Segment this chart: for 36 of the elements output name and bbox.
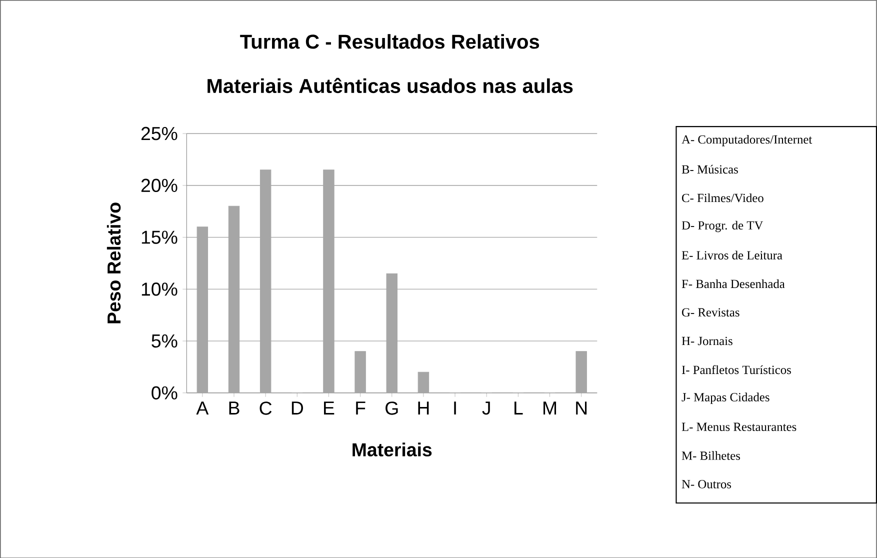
text: N- Outros — [682, 480, 732, 488]
text: M- Bilhetes — [682, 450, 740, 460]
y-tick-label: 15% — [142, 230, 178, 244]
x-tick-label: L — [514, 401, 523, 414]
text: I- Panfletos Turísticos — [682, 364, 791, 374]
x-tick-label: C — [260, 401, 272, 415]
x-tick-label: M — [544, 401, 556, 414]
x-tick-label: I — [454, 401, 456, 414]
y-tick-label: 10% — [142, 282, 178, 296]
y-tick-label: 0% — [152, 386, 178, 400]
x-tick-label: D — [292, 401, 304, 414]
x-tick-label: F — [356, 401, 366, 414]
chart-title: Turma C - Resultados Relativos — [240, 34, 540, 49]
text: G- Revistas — [682, 308, 740, 316]
text: J- Mapas Cidades — [682, 392, 770, 404]
x-tick-label: H — [418, 401, 429, 414]
chart-subtitle: Materiais Autênticas usados nas aulas — [208, 78, 573, 93]
text: A- Computadores/Internet — [682, 134, 812, 146]
text: D- Progr. de TV — [682, 220, 764, 232]
x-tick-label: J — [482, 401, 490, 414]
text: F- Banha Desenhada — [682, 279, 785, 288]
y-tick-label: 25% — [141, 126, 178, 140]
y-axis-title: Peso Relativo — [106, 202, 121, 324]
text: H- Jornais — [682, 336, 732, 345]
x-tick-label: E — [324, 401, 334, 414]
y-tick-label: 20% — [141, 178, 178, 192]
y-tick-label: 5% — [152, 334, 178, 348]
text: L- Menus Restaurantes — [682, 422, 796, 431]
x-tick-label: G — [386, 401, 398, 415]
x-tick-label: A — [196, 401, 209, 414]
text: E- Livros de Leitura — [682, 250, 782, 260]
text: C- Filmes/Video — [682, 193, 764, 202]
x-axis-title: Materiais — [352, 442, 432, 456]
text: B- Músicas — [682, 164, 738, 174]
x-tick-label: N — [576, 401, 587, 414]
x-tick-label: B — [229, 401, 240, 414]
